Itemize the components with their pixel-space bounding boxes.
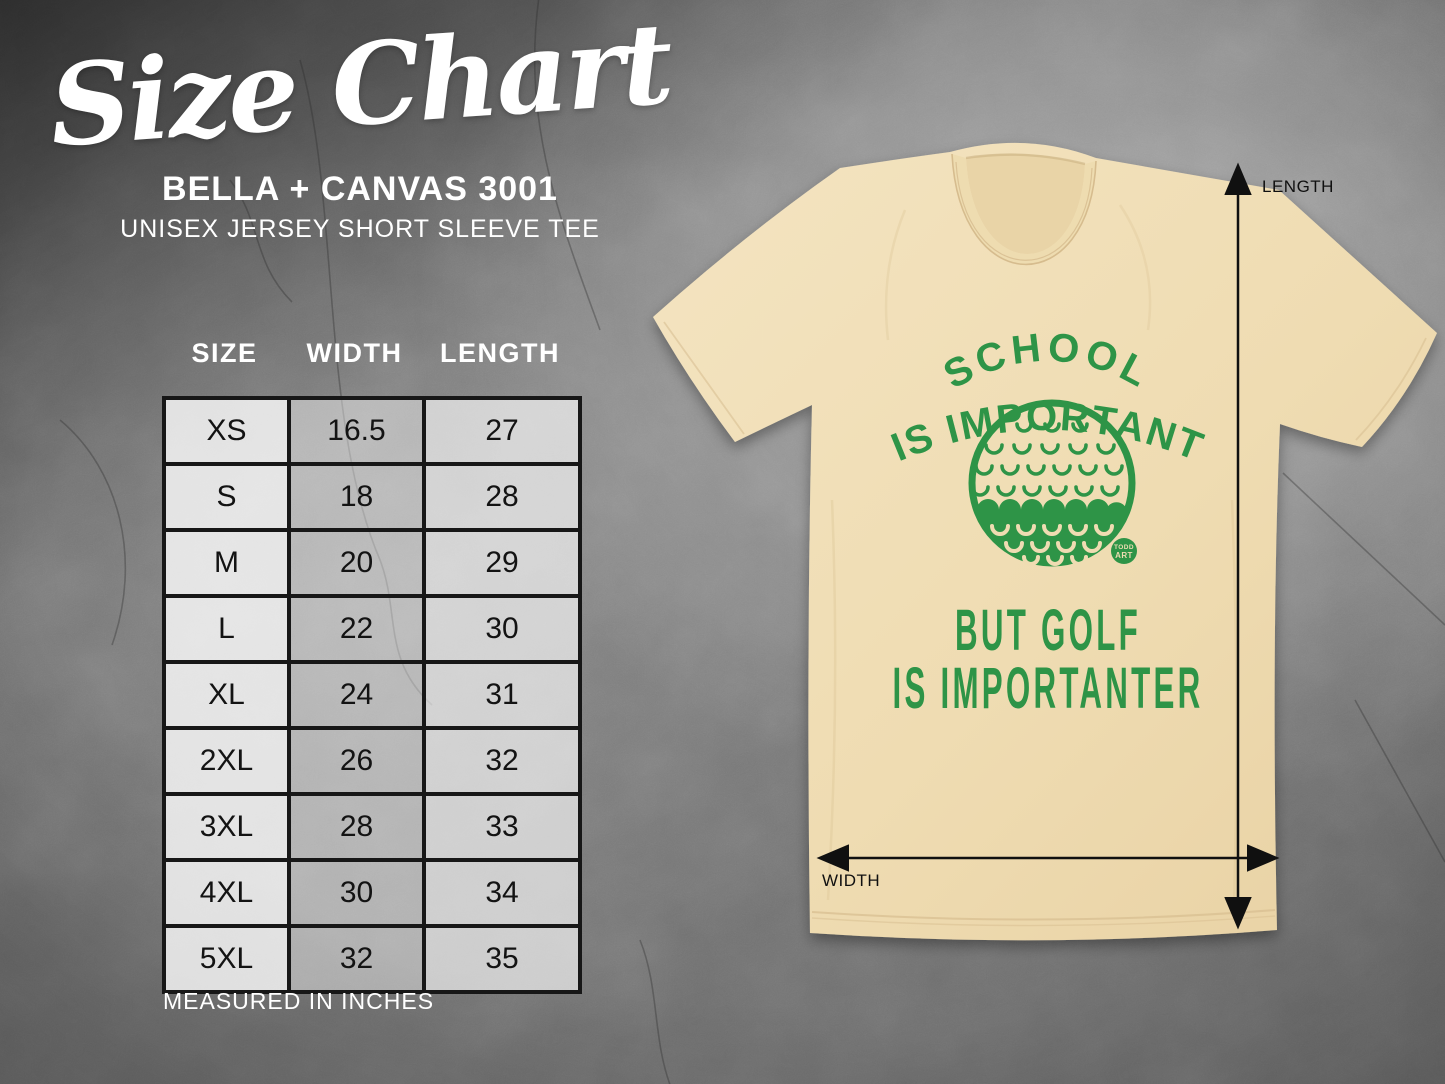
table-row: 5XL 32 35 xyxy=(162,924,582,994)
table-row: 2XL 26 32 xyxy=(162,726,582,796)
table-row: S 18 28 xyxy=(162,462,582,532)
length-cell: 33 xyxy=(422,792,582,862)
collar xyxy=(951,153,1097,266)
size-cell: 2XL xyxy=(162,726,291,796)
width-cell: 32 xyxy=(287,924,426,994)
measurement-annotations: LENGTH WIDTH xyxy=(816,162,1334,930)
table-row: XL 24 31 xyxy=(162,660,582,730)
length-cell: 31 xyxy=(422,660,582,730)
product-style: UNISEX JERSEY SHORT SLEEVE TEE xyxy=(120,215,600,243)
width-cell: 26 xyxy=(287,726,426,796)
table-row: L 22 30 xyxy=(162,594,582,664)
size-cell: L xyxy=(162,594,291,664)
size-cell: 3XL xyxy=(162,792,291,862)
size-cell: 5XL xyxy=(162,924,291,994)
length-cell: 27 xyxy=(422,396,582,466)
length-cell: 30 xyxy=(422,594,582,664)
measured-in-inches-note: MEASURED IN INCHES xyxy=(163,988,435,1014)
width-cell: 24 xyxy=(287,660,426,730)
length-cell: 28 xyxy=(422,462,582,532)
size-cell: S xyxy=(162,462,291,532)
design-text-but-golf: BUT GOLF xyxy=(955,598,1141,663)
product-name: BELLA + CANVAS 3001 xyxy=(162,170,558,208)
width-cell: 20 xyxy=(287,528,426,598)
width-cell: 28 xyxy=(287,792,426,862)
title-block: Size Chart BELLA + CANVAS 3001 UNISEX JE… xyxy=(30,0,690,244)
brand-badge: TODD ART xyxy=(1111,538,1137,564)
badge-text-bottom: ART xyxy=(1115,551,1133,560)
size-cell: 4XL xyxy=(162,858,291,928)
size-cell: XS xyxy=(162,396,291,466)
column-header-length: LENGTH xyxy=(440,338,560,368)
width-cell: 18 xyxy=(287,462,426,532)
table-row: 4XL 30 34 xyxy=(162,858,582,928)
table-column-headers: SIZE WIDTH LENGTH xyxy=(162,338,578,369)
length-cell: 34 xyxy=(422,858,582,928)
length-label: LENGTH xyxy=(1262,177,1334,196)
size-chart-table: XS 16.5 27 S 18 28 M 20 29 L 22 30 XL 24 31 2XL 26 3… xyxy=(162,396,582,994)
width-cell: 22 xyxy=(287,594,426,664)
length-cell: 32 xyxy=(422,726,582,796)
width-cell: 16.5 xyxy=(287,396,426,466)
length-cell: 29 xyxy=(422,528,582,598)
size-cell: XL xyxy=(162,660,291,730)
length-cell: 35 xyxy=(422,924,582,994)
golf-ball-graphic xyxy=(968,399,1136,567)
table-row: 3XL 28 33 xyxy=(162,792,582,862)
table-row: XS 16.5 27 xyxy=(162,396,582,466)
size-cell: M xyxy=(162,528,291,598)
design-text-is-importanter: IS IMPORTANTER xyxy=(893,656,1204,721)
table-row: M 20 29 xyxy=(162,528,582,598)
column-header-size: SIZE xyxy=(191,338,258,368)
width-label: WIDTH xyxy=(822,871,880,890)
tshirt-shape: SCHOOL IS IMPORTANT xyxy=(653,142,1437,941)
badge-text-top: TODD xyxy=(1114,544,1134,551)
width-cell: 30 xyxy=(287,858,426,928)
column-header-width: WIDTH xyxy=(306,338,403,368)
